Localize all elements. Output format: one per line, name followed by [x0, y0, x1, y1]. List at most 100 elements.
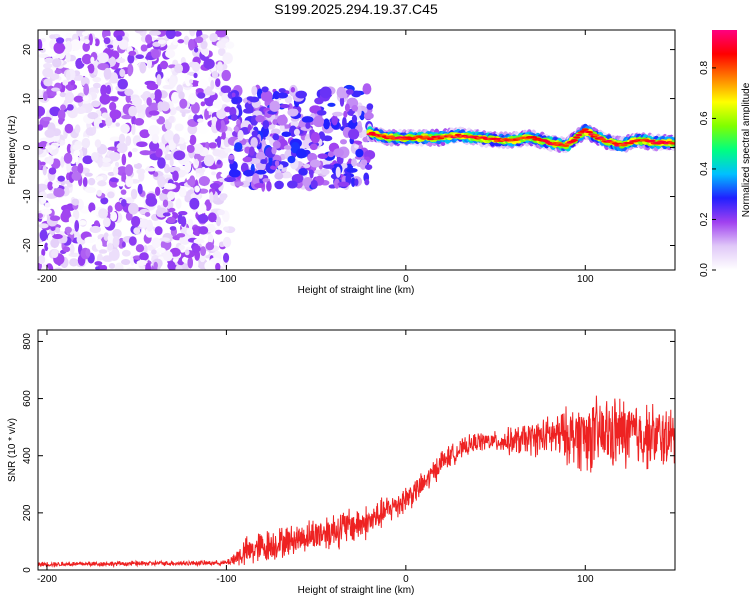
spectrogram-cell [146, 97, 152, 106]
spectrogram-cell [233, 126, 239, 132]
spectrogram-cell [116, 181, 126, 187]
spectrogram-cell [154, 89, 162, 101]
spectrogram-cell [115, 57, 126, 64]
spectrogram-cell [95, 239, 103, 251]
spectrogram-cell [197, 118, 204, 123]
spectrogram-cell [184, 161, 192, 173]
spectrogram-cell [124, 164, 134, 177]
spectrogram-cell [38, 53, 49, 58]
spectrogram-cell [69, 243, 75, 255]
spectrogram-cell [156, 73, 162, 86]
colorbar-gradient [712, 30, 737, 270]
spectrogram-cell [64, 226, 72, 234]
spectrogram-cell [180, 48, 186, 55]
spectrogram-cell [145, 34, 153, 44]
spectrogram-cell [164, 153, 173, 161]
spectrogram-cell [193, 259, 199, 269]
spectrogram-cell [109, 101, 117, 112]
spectrogram-cell [331, 114, 338, 126]
spectrogram-cell [366, 103, 374, 110]
spectrogram-cell [193, 143, 204, 154]
spectrogram-cell [293, 128, 300, 136]
spectrogram-cell [107, 205, 113, 213]
spectrogram-cell [92, 76, 102, 83]
spectrogram-cell [654, 142, 662, 145]
spectrogram-cell [41, 208, 52, 215]
spectrogram-cell [131, 159, 139, 165]
spectrogram-cell [71, 165, 79, 173]
spectrogram-cell [112, 166, 119, 176]
spectrogram-cell [125, 135, 132, 146]
spectrogram-cell [193, 238, 205, 244]
spectrogram-cell [54, 69, 62, 75]
spectrogram-cell [179, 142, 187, 151]
spectrogram-cell [120, 123, 130, 134]
spectrogram-cell [154, 186, 161, 197]
spectrogram-cell [151, 133, 159, 144]
spectrogram-cell [259, 159, 267, 164]
spectrogram-cell [98, 208, 108, 219]
spectrogram-cell [139, 129, 151, 139]
spectrogram-cell [94, 139, 102, 148]
spectrogram-cell [340, 139, 348, 145]
spectrogram-cell [131, 215, 141, 227]
spectrogram-cell [187, 218, 194, 230]
spectrogram-cell [172, 170, 179, 182]
spectrogram-cell [117, 78, 128, 90]
spectrogram-cell [54, 267, 63, 270]
spectrogram-cell [137, 183, 143, 195]
spectrogram-cell [203, 91, 216, 96]
spectrogram-cell [599, 138, 607, 141]
spectrogram-cell [153, 261, 158, 270]
spectrogram-cell [215, 119, 222, 131]
spectrogram-cell [193, 72, 198, 79]
spectrogram-cells [38, 30, 675, 270]
colorbar: 0.0 0.2 0.4 0.6 0.8 Normalized spectral ampl… [699, 30, 750, 277]
spectrogram-cell [119, 68, 126, 78]
spectrogram-cell [84, 236, 97, 244]
snr-panel: -200 -100 0 100 0 200 400 600 800 Height of str… [7, 329, 676, 596]
spectrogram-cell [216, 135, 222, 148]
spectrogram-cell [280, 172, 293, 179]
spectrogram-cell [174, 123, 184, 132]
spectrogram-cell [195, 173, 201, 178]
spectrogram-cell [50, 238, 60, 249]
spectrogram-cell [183, 35, 190, 45]
spectrogram-cell [344, 103, 350, 112]
spectrogram-cell [115, 122, 120, 127]
spectrogram-cell [165, 49, 176, 59]
spectrogram-cell [173, 150, 186, 161]
spectrogram-cell [211, 70, 219, 79]
spectrogram-cell [620, 143, 628, 147]
spectrogram-cell [575, 133, 583, 137]
spectrogram-cell [65, 52, 71, 63]
spectrogram-cell [50, 91, 57, 97]
snr-y-label: SNR (10 * v/v) [7, 418, 18, 482]
spectrogram-cell [269, 100, 281, 112]
spectrogram-cell [49, 34, 56, 40]
spectrogram-cell [189, 197, 200, 210]
spectrogram-cell [66, 104, 74, 111]
spectrogram-cell [154, 226, 163, 236]
spectrogram-cell [126, 267, 137, 270]
spectrogram-cell [42, 165, 47, 176]
spectrogram-cell [314, 169, 322, 175]
spectrogram-cell [295, 148, 307, 159]
spectrogram-cell [234, 181, 244, 187]
spectrogram-cell [49, 106, 61, 117]
spectrogram-cell [200, 40, 208, 50]
spectrogram-cell [48, 167, 57, 175]
spectrogram-cell [262, 119, 270, 130]
snr-x-label: Height of straight line (km) [298, 585, 415, 596]
spectrogram-cell [261, 86, 269, 93]
spectrogram-cell [571, 139, 579, 142]
spectrogram-cell [139, 150, 152, 156]
spectrogram-cell [70, 39, 82, 51]
spectrogram-cell [107, 146, 118, 151]
spectrogram-cell [60, 104, 67, 111]
spectrogram-cell [322, 164, 335, 169]
spectrogram-cell [44, 242, 49, 252]
spectrogram-cell [88, 202, 96, 213]
spectrogram-cell [66, 183, 73, 188]
spectrogram-cell [254, 183, 265, 189]
